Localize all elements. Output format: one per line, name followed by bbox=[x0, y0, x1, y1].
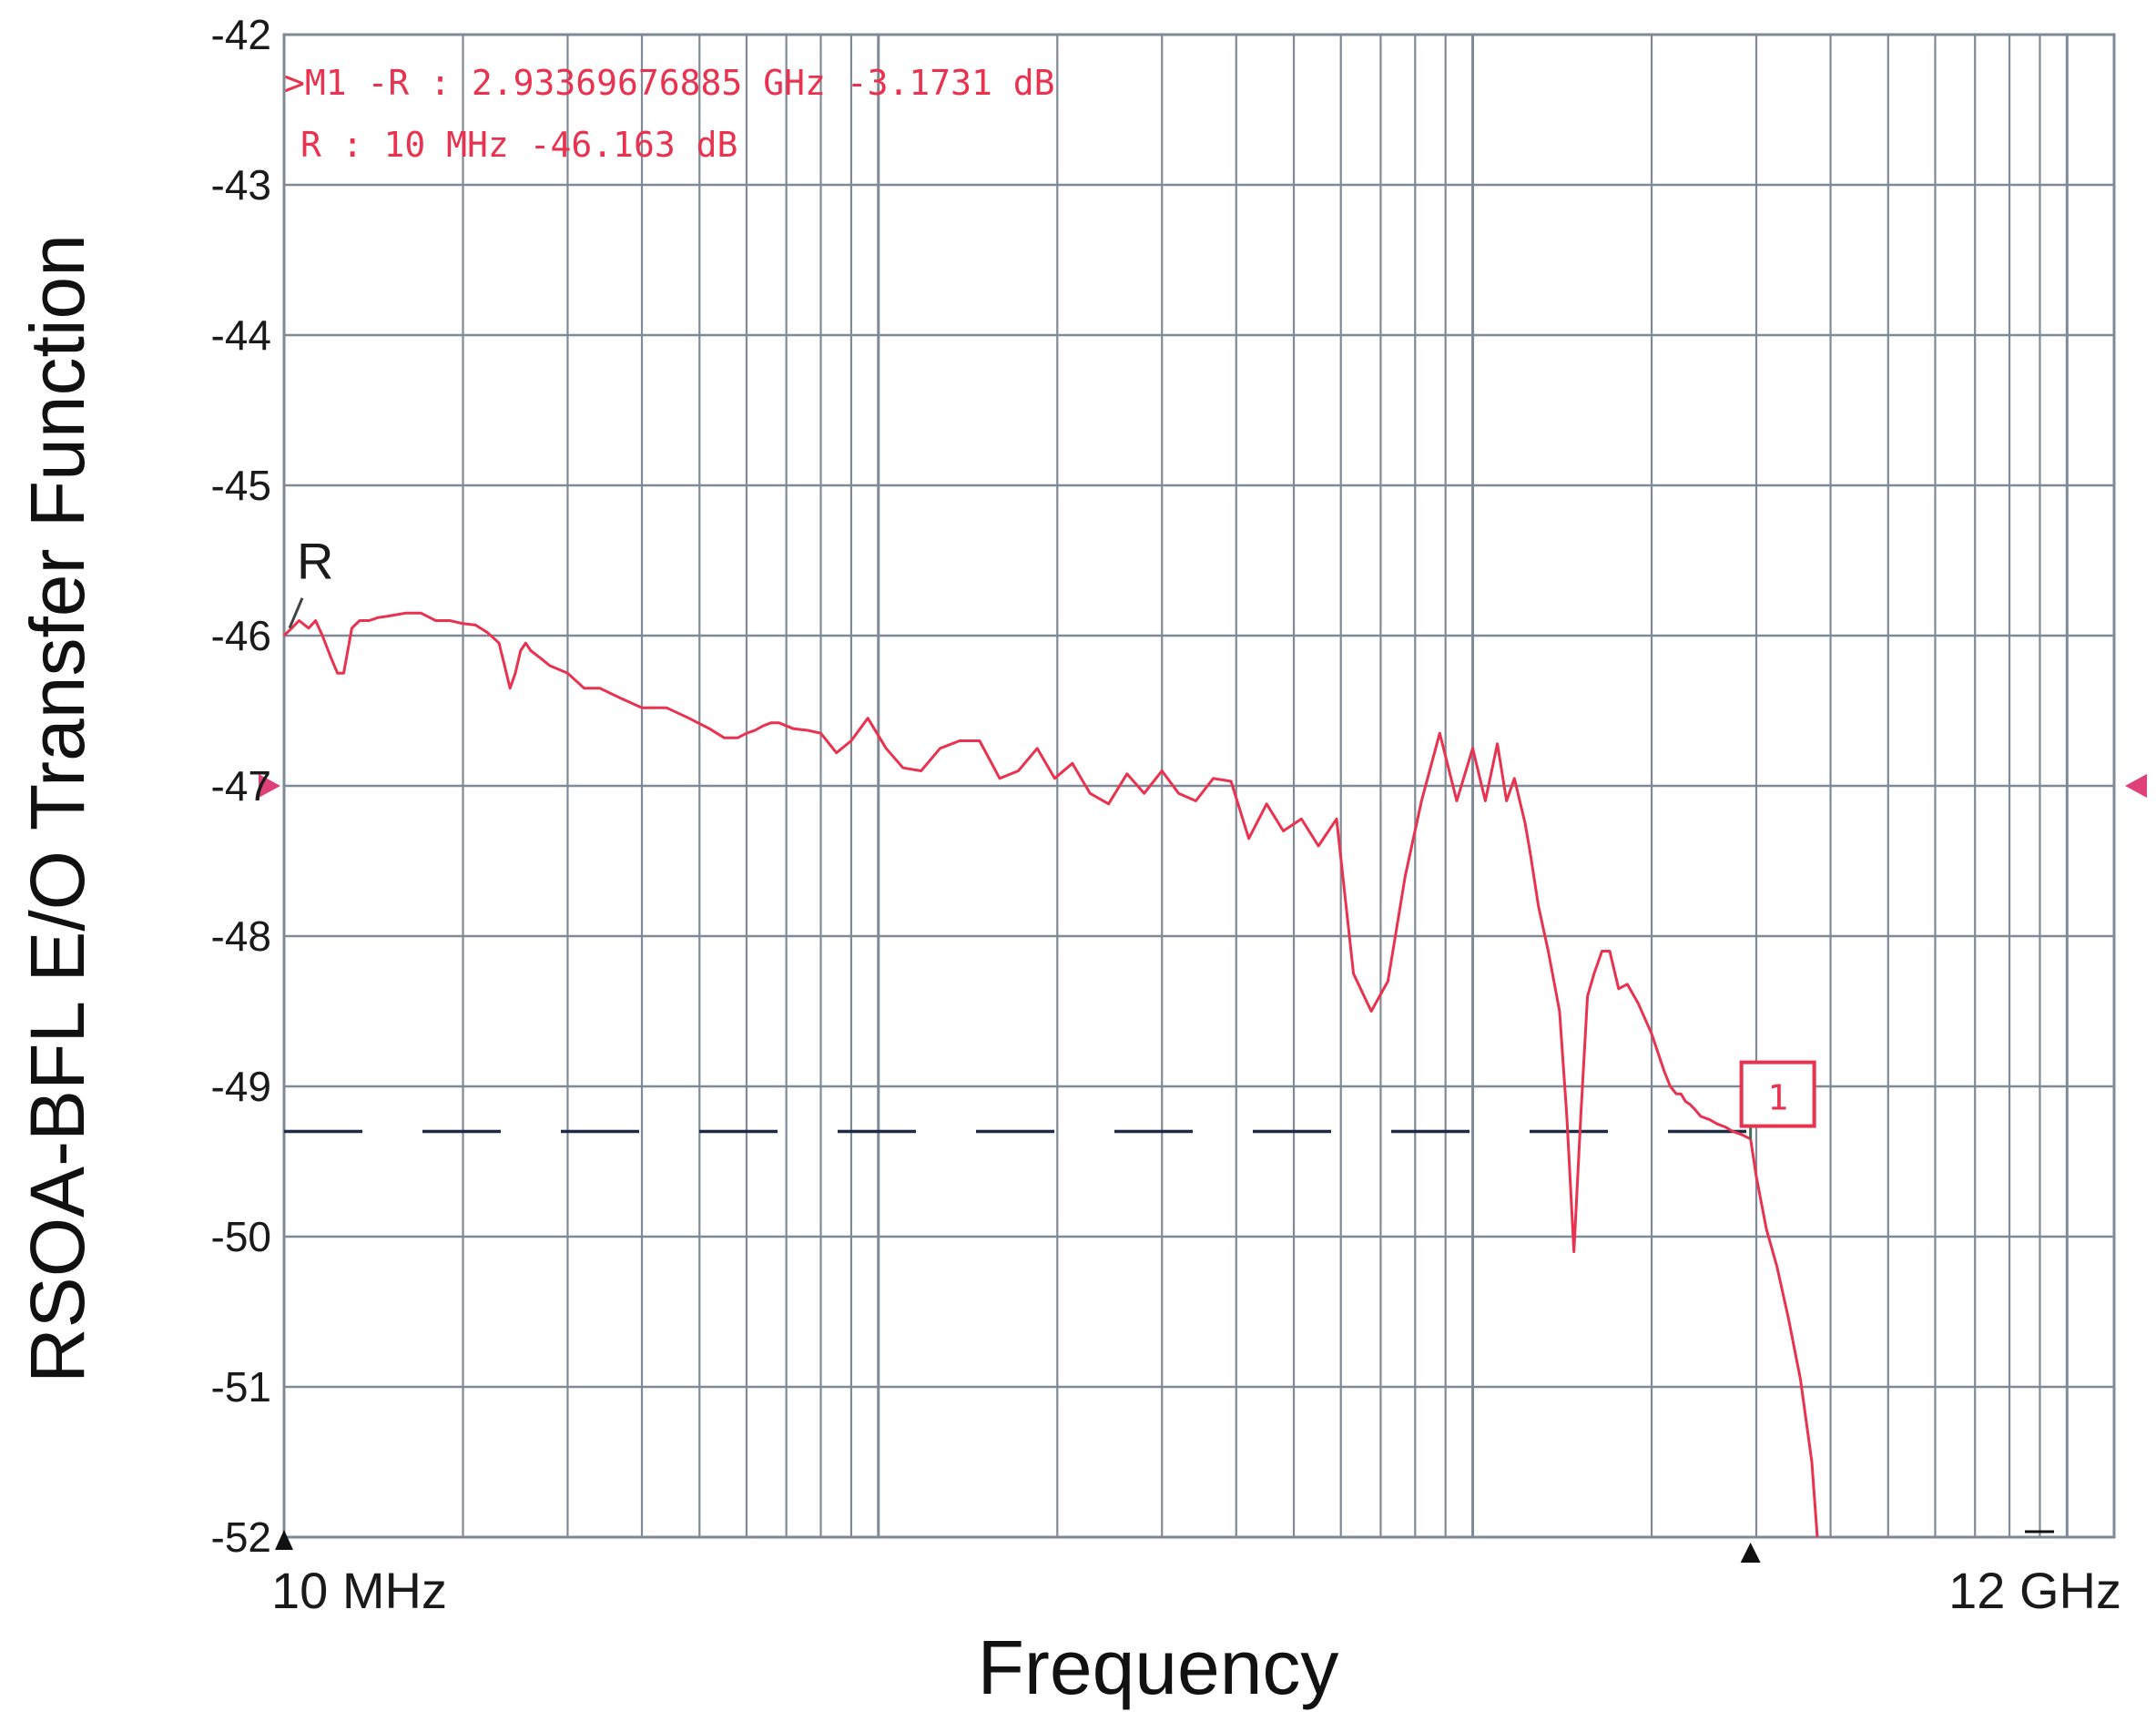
reference-level-left-indicator bbox=[259, 774, 280, 798]
y-tick-label: -50 bbox=[211, 1213, 271, 1260]
x-start-label: 10 MHz bbox=[271, 1562, 447, 1619]
marker-readout-line-1: >M1 -R : 2.93369676885 GHz -3.1731 dB bbox=[284, 63, 1054, 103]
trace bbox=[282, 611, 1819, 1538]
trace-line bbox=[282, 611, 1819, 1538]
y-tick-label: -44 bbox=[211, 311, 271, 359]
y-tick-label: -45 bbox=[211, 462, 271, 509]
y-axis-title: RSOA-BFL E/O Transfer Function bbox=[15, 234, 100, 1383]
y-tick-label: -46 bbox=[211, 612, 271, 659]
y-tick-label: -52 bbox=[211, 1513, 271, 1561]
y-tick-label: -49 bbox=[211, 1063, 271, 1110]
marker-box bbox=[1739, 1060, 1816, 1128]
y-tick-label: -42 bbox=[211, 11, 271, 58]
marker-readout-line-2: R : 10 MHz -46.163 dB bbox=[300, 125, 737, 165]
marker-label: 1 bbox=[1767, 1078, 1788, 1118]
y-tick-labels: -42 -43 -44 -45 -46 -47 -48 -49 -50 -51 -52 bbox=[211, 11, 271, 1561]
x-stop-label: 12 GHz bbox=[1948, 1562, 2121, 1619]
x-axis-title: Frequency bbox=[978, 1625, 1339, 1710]
grid bbox=[282, 33, 2116, 1539]
y-tick-label: -51 bbox=[211, 1363, 271, 1411]
reference-marker-tick bbox=[288, 597, 304, 629]
start-indicator bbox=[275, 1530, 293, 1550]
y-tick-label: -43 bbox=[211, 161, 271, 209]
y-tick-label: -47 bbox=[211, 762, 271, 810]
marker-position-indicator bbox=[1740, 1543, 1761, 1563]
marker-group: R1 bbox=[259, 532, 2147, 1563]
y-tick-label: -48 bbox=[211, 912, 271, 960]
reference-level-right-indicator bbox=[2125, 774, 2147, 798]
reference-marker-label: R bbox=[297, 532, 333, 589]
